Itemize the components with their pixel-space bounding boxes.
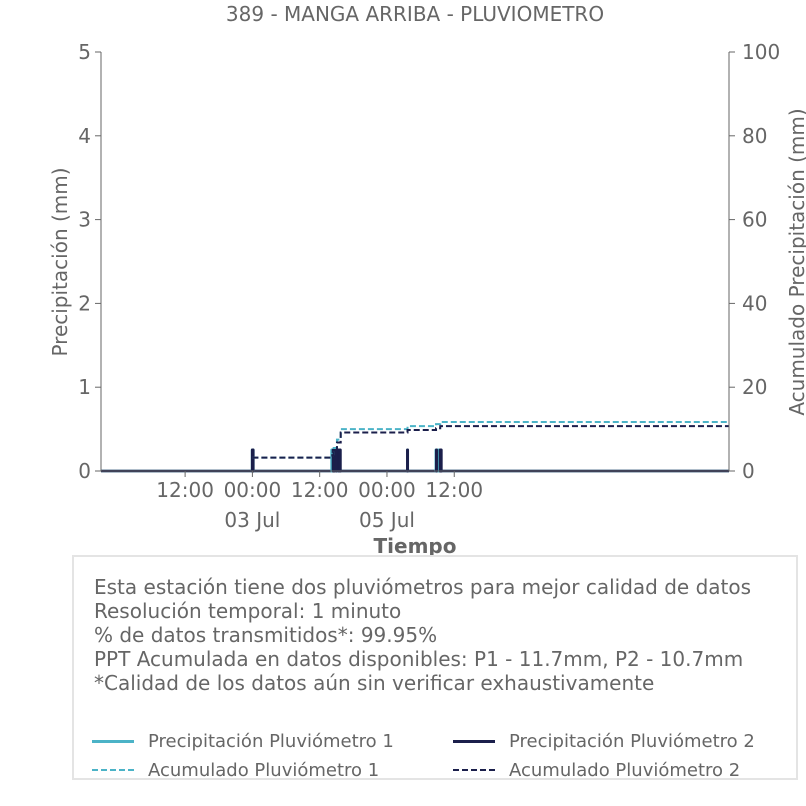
- x-tick-sublabel: 03 Jul: [224, 508, 280, 532]
- y-tick-label-right: 60: [742, 208, 767, 232]
- x-tick-label: 12:00: [156, 478, 214, 502]
- y-tick-label-left: 4: [78, 124, 91, 148]
- y-tick-label-left: 5: [78, 40, 91, 64]
- y-tick-label-left: 3: [78, 208, 91, 232]
- info-line: *Calidad de los datos aún sin verificar …: [94, 671, 655, 695]
- cumulative-line-2: [252, 425, 729, 459]
- y-axis-label-right: Acumulado Precipitación (mm): [785, 108, 806, 415]
- legend-label: Acumulado Pluviómetro 1: [148, 759, 380, 781]
- info-line: Esta estación tiene dos pluviómetros par…: [94, 575, 752, 599]
- legend-swatch: [453, 739, 495, 743]
- y-tick-label-right: 100: [742, 40, 780, 64]
- cumulative-line-1: [252, 420, 729, 459]
- chart-title: 389 - MANGA ARRIBA - PLUVIOMETRO: [226, 2, 604, 26]
- info-line: PPT Acumulada en datos disponibles: P1 -…: [94, 647, 744, 671]
- legend-swatch: [453, 769, 495, 771]
- x-axis-label: Tiempo: [374, 534, 457, 558]
- y-tick-label-left: 1: [78, 375, 91, 399]
- legend-swatch: [92, 769, 134, 771]
- legend-label: Precipitación Pluviómetro 1: [148, 730, 394, 752]
- station-info: Esta estación tiene dos pluviómetros par…: [94, 575, 751, 695]
- legend-item-acum-p1[interactable]: Acumulado Pluviómetro 1: [92, 758, 379, 782]
- legend-label: Precipitación Pluviómetro 2: [509, 730, 755, 752]
- y-tick-label-right: 80: [742, 124, 767, 148]
- y-tick-label-right: 0: [742, 459, 755, 483]
- chart-area: 389 - MANGA ARRIBA - PLUVIOMETRO 0123450…: [48, 2, 806, 558]
- info-line: Resolución temporal: 1 minuto: [94, 599, 402, 623]
- x-tick-label: 12:00: [291, 478, 349, 502]
- info-legend-box: Esta estación tiene dos pluviómetros par…: [72, 555, 798, 782]
- legend-item-acum-p2[interactable]: Acumulado Pluviómetro 2: [453, 758, 740, 782]
- y-tick-label-left: 2: [78, 291, 91, 315]
- y-tick-label-right: 40: [742, 291, 767, 315]
- legend-item-p1[interactable]: Precipitación Pluviómetro 1: [92, 729, 394, 753]
- y-tick-label-right: 20: [742, 375, 767, 399]
- y-tick-label-left: 0: [78, 459, 91, 483]
- x-tick-sublabel: 05 Jul: [359, 508, 415, 532]
- legend-label: Acumulado Pluviómetro 2: [509, 759, 741, 781]
- plot-area: 0 1 2 3 4 5 0 20 40 60 80 100 12:00 00:00 03 Jul 12:00 0…: [78, 40, 780, 532]
- x-tick-label: 00:00: [358, 478, 416, 502]
- legend-swatch: [92, 739, 134, 743]
- x-tick-label: 00:00: [224, 478, 282, 502]
- info-line: % de datos transmitidos*: 99.95%: [94, 623, 438, 647]
- x-tick-label: 12:00: [425, 478, 483, 502]
- y-axis-label-left: Precipitación (mm): [48, 167, 72, 356]
- legend-item-p2[interactable]: Precipitación Pluviómetro 2: [453, 729, 755, 753]
